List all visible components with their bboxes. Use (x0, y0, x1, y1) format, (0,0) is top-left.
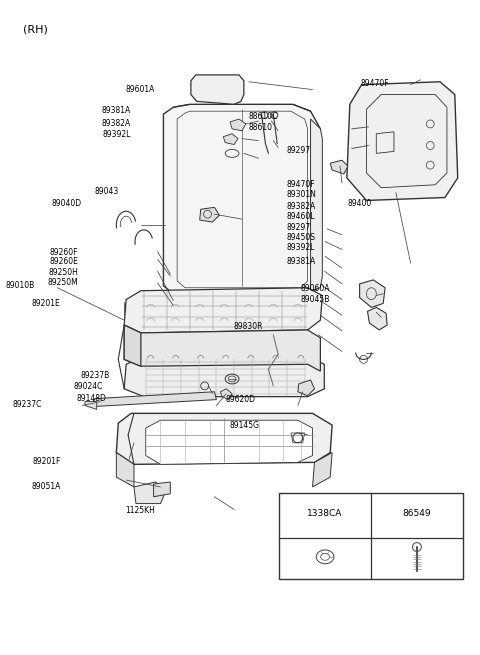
Text: 89470F: 89470F (286, 179, 315, 189)
Text: 89297: 89297 (286, 223, 311, 232)
Polygon shape (85, 402, 96, 409)
Polygon shape (124, 288, 323, 333)
Polygon shape (368, 307, 387, 330)
Text: 89260E: 89260E (49, 257, 78, 266)
Polygon shape (146, 421, 312, 464)
Text: 89060A: 89060A (300, 284, 330, 293)
Text: 89400: 89400 (348, 199, 372, 208)
Text: 89830R: 89830R (233, 322, 263, 331)
Text: 89237B: 89237B (81, 371, 109, 380)
Text: 89381A: 89381A (286, 257, 315, 266)
Text: 89470F: 89470F (360, 79, 389, 88)
Text: 89301N: 89301N (286, 190, 316, 199)
Text: 89201F: 89201F (33, 457, 61, 466)
Text: 89045B: 89045B (300, 295, 330, 305)
Polygon shape (124, 325, 320, 371)
Polygon shape (154, 482, 170, 496)
Text: 89392L: 89392L (102, 130, 131, 140)
Polygon shape (116, 453, 134, 487)
Polygon shape (200, 208, 219, 222)
Text: 89297: 89297 (286, 146, 311, 155)
Text: 89460L: 89460L (286, 212, 315, 221)
Text: 89148D: 89148D (76, 394, 106, 403)
Polygon shape (163, 104, 320, 293)
Polygon shape (124, 325, 141, 366)
Polygon shape (360, 280, 385, 307)
Polygon shape (312, 453, 332, 487)
Polygon shape (330, 160, 348, 174)
Text: 89382A: 89382A (286, 202, 315, 211)
Text: 88610C: 88610C (249, 112, 278, 121)
Polygon shape (279, 493, 463, 580)
Text: 89024C: 89024C (73, 382, 103, 391)
Text: 89382A: 89382A (102, 119, 131, 128)
Text: 89392L: 89392L (286, 243, 314, 252)
Polygon shape (92, 392, 216, 407)
Text: 89145G: 89145G (230, 421, 260, 430)
Polygon shape (311, 119, 323, 291)
Text: 89260F: 89260F (49, 248, 78, 257)
Text: 89051A: 89051A (32, 482, 61, 491)
Text: 89450S: 89450S (286, 233, 315, 242)
Text: 89250M: 89250M (48, 278, 78, 287)
Text: 89620D: 89620D (225, 395, 255, 404)
Polygon shape (230, 119, 246, 131)
Polygon shape (347, 82, 458, 200)
Polygon shape (116, 413, 332, 464)
Text: 1338CA: 1338CA (307, 509, 343, 518)
Polygon shape (298, 380, 314, 396)
Text: 89601A: 89601A (125, 85, 155, 94)
Text: 1125KH: 1125KH (125, 506, 155, 515)
Polygon shape (191, 75, 244, 104)
Text: 89250H: 89250H (48, 269, 78, 277)
Polygon shape (134, 482, 166, 504)
Text: (RH): (RH) (23, 24, 48, 34)
Polygon shape (223, 134, 238, 145)
Text: 89010B: 89010B (5, 281, 34, 290)
Text: 89043: 89043 (95, 187, 119, 196)
Polygon shape (220, 389, 232, 400)
Text: 89201E: 89201E (32, 299, 60, 309)
Text: 89381A: 89381A (102, 106, 131, 115)
Polygon shape (124, 356, 324, 397)
Text: 86549: 86549 (403, 509, 431, 518)
Text: 89237C: 89237C (12, 400, 41, 409)
Text: 89040D: 89040D (51, 199, 82, 208)
Text: 88610: 88610 (249, 123, 273, 132)
